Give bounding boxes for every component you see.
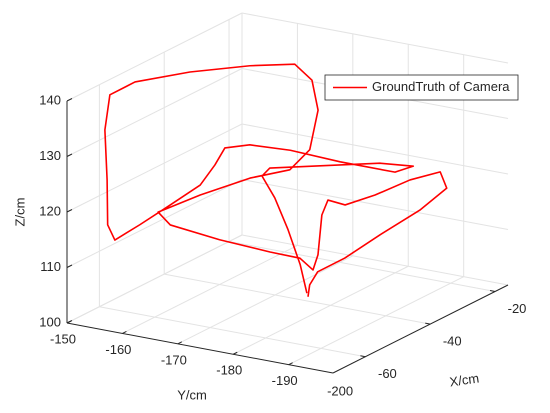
z-tick-label: 120 bbox=[39, 203, 61, 218]
grid-line bbox=[177, 255, 354, 345]
z-tick-label: 110 bbox=[40, 259, 61, 274]
legend-label: GroundTruth of Camera bbox=[372, 79, 510, 94]
y-tick-label: -170 bbox=[161, 352, 187, 367]
legend: GroundTruth of Camera bbox=[324, 74, 519, 101]
z-tick bbox=[66, 264, 73, 268]
grid-line bbox=[66, 68, 243, 157]
y-tick bbox=[66, 320, 72, 324]
grid-line bbox=[233, 265, 409, 355]
x-tick bbox=[489, 290, 496, 293]
y-tick-label: -180 bbox=[216, 363, 242, 378]
z-tick bbox=[66, 153, 73, 157]
y-tick bbox=[177, 341, 183, 345]
y-tick-label: -190 bbox=[272, 373, 298, 388]
x-tick-label: -60 bbox=[378, 366, 397, 381]
x-tick-label: -40 bbox=[443, 334, 462, 349]
grid-line bbox=[241, 234, 509, 286]
z-tick bbox=[66, 209, 73, 213]
grid-line bbox=[241, 12, 509, 64]
z-tick-label: 130 bbox=[39, 148, 61, 163]
z-axis-label: Z/cm bbox=[12, 198, 27, 227]
z-tick-label: 140 bbox=[39, 92, 61, 107]
grid-line bbox=[288, 276, 464, 366]
x-tick bbox=[425, 322, 431, 325]
grid-line bbox=[66, 123, 243, 213]
grid-line bbox=[66, 234, 243, 324]
y-tick bbox=[233, 351, 238, 355]
y-tick bbox=[288, 362, 293, 366]
y-tick-label: -160 bbox=[105, 342, 131, 357]
grid-line bbox=[241, 123, 509, 175]
x-tick bbox=[360, 355, 366, 358]
grid-line bbox=[122, 244, 298, 334]
grid-line bbox=[66, 12, 243, 102]
y-tick bbox=[122, 330, 127, 334]
trajectory-line bbox=[104, 63, 448, 297]
y-tick-label: -200 bbox=[327, 384, 353, 399]
x-axis bbox=[332, 284, 509, 374]
x-axis-label: X/cm bbox=[449, 370, 480, 389]
y-axis-label: Y/cm bbox=[177, 387, 207, 402]
z-tick-label: 100 bbox=[39, 314, 61, 329]
y-tick-label: -150 bbox=[50, 331, 76, 346]
x-tick-label: -20 bbox=[508, 301, 527, 316]
z-tick bbox=[66, 98, 73, 102]
grid-line bbox=[66, 179, 243, 268]
grid-line bbox=[241, 179, 509, 230]
